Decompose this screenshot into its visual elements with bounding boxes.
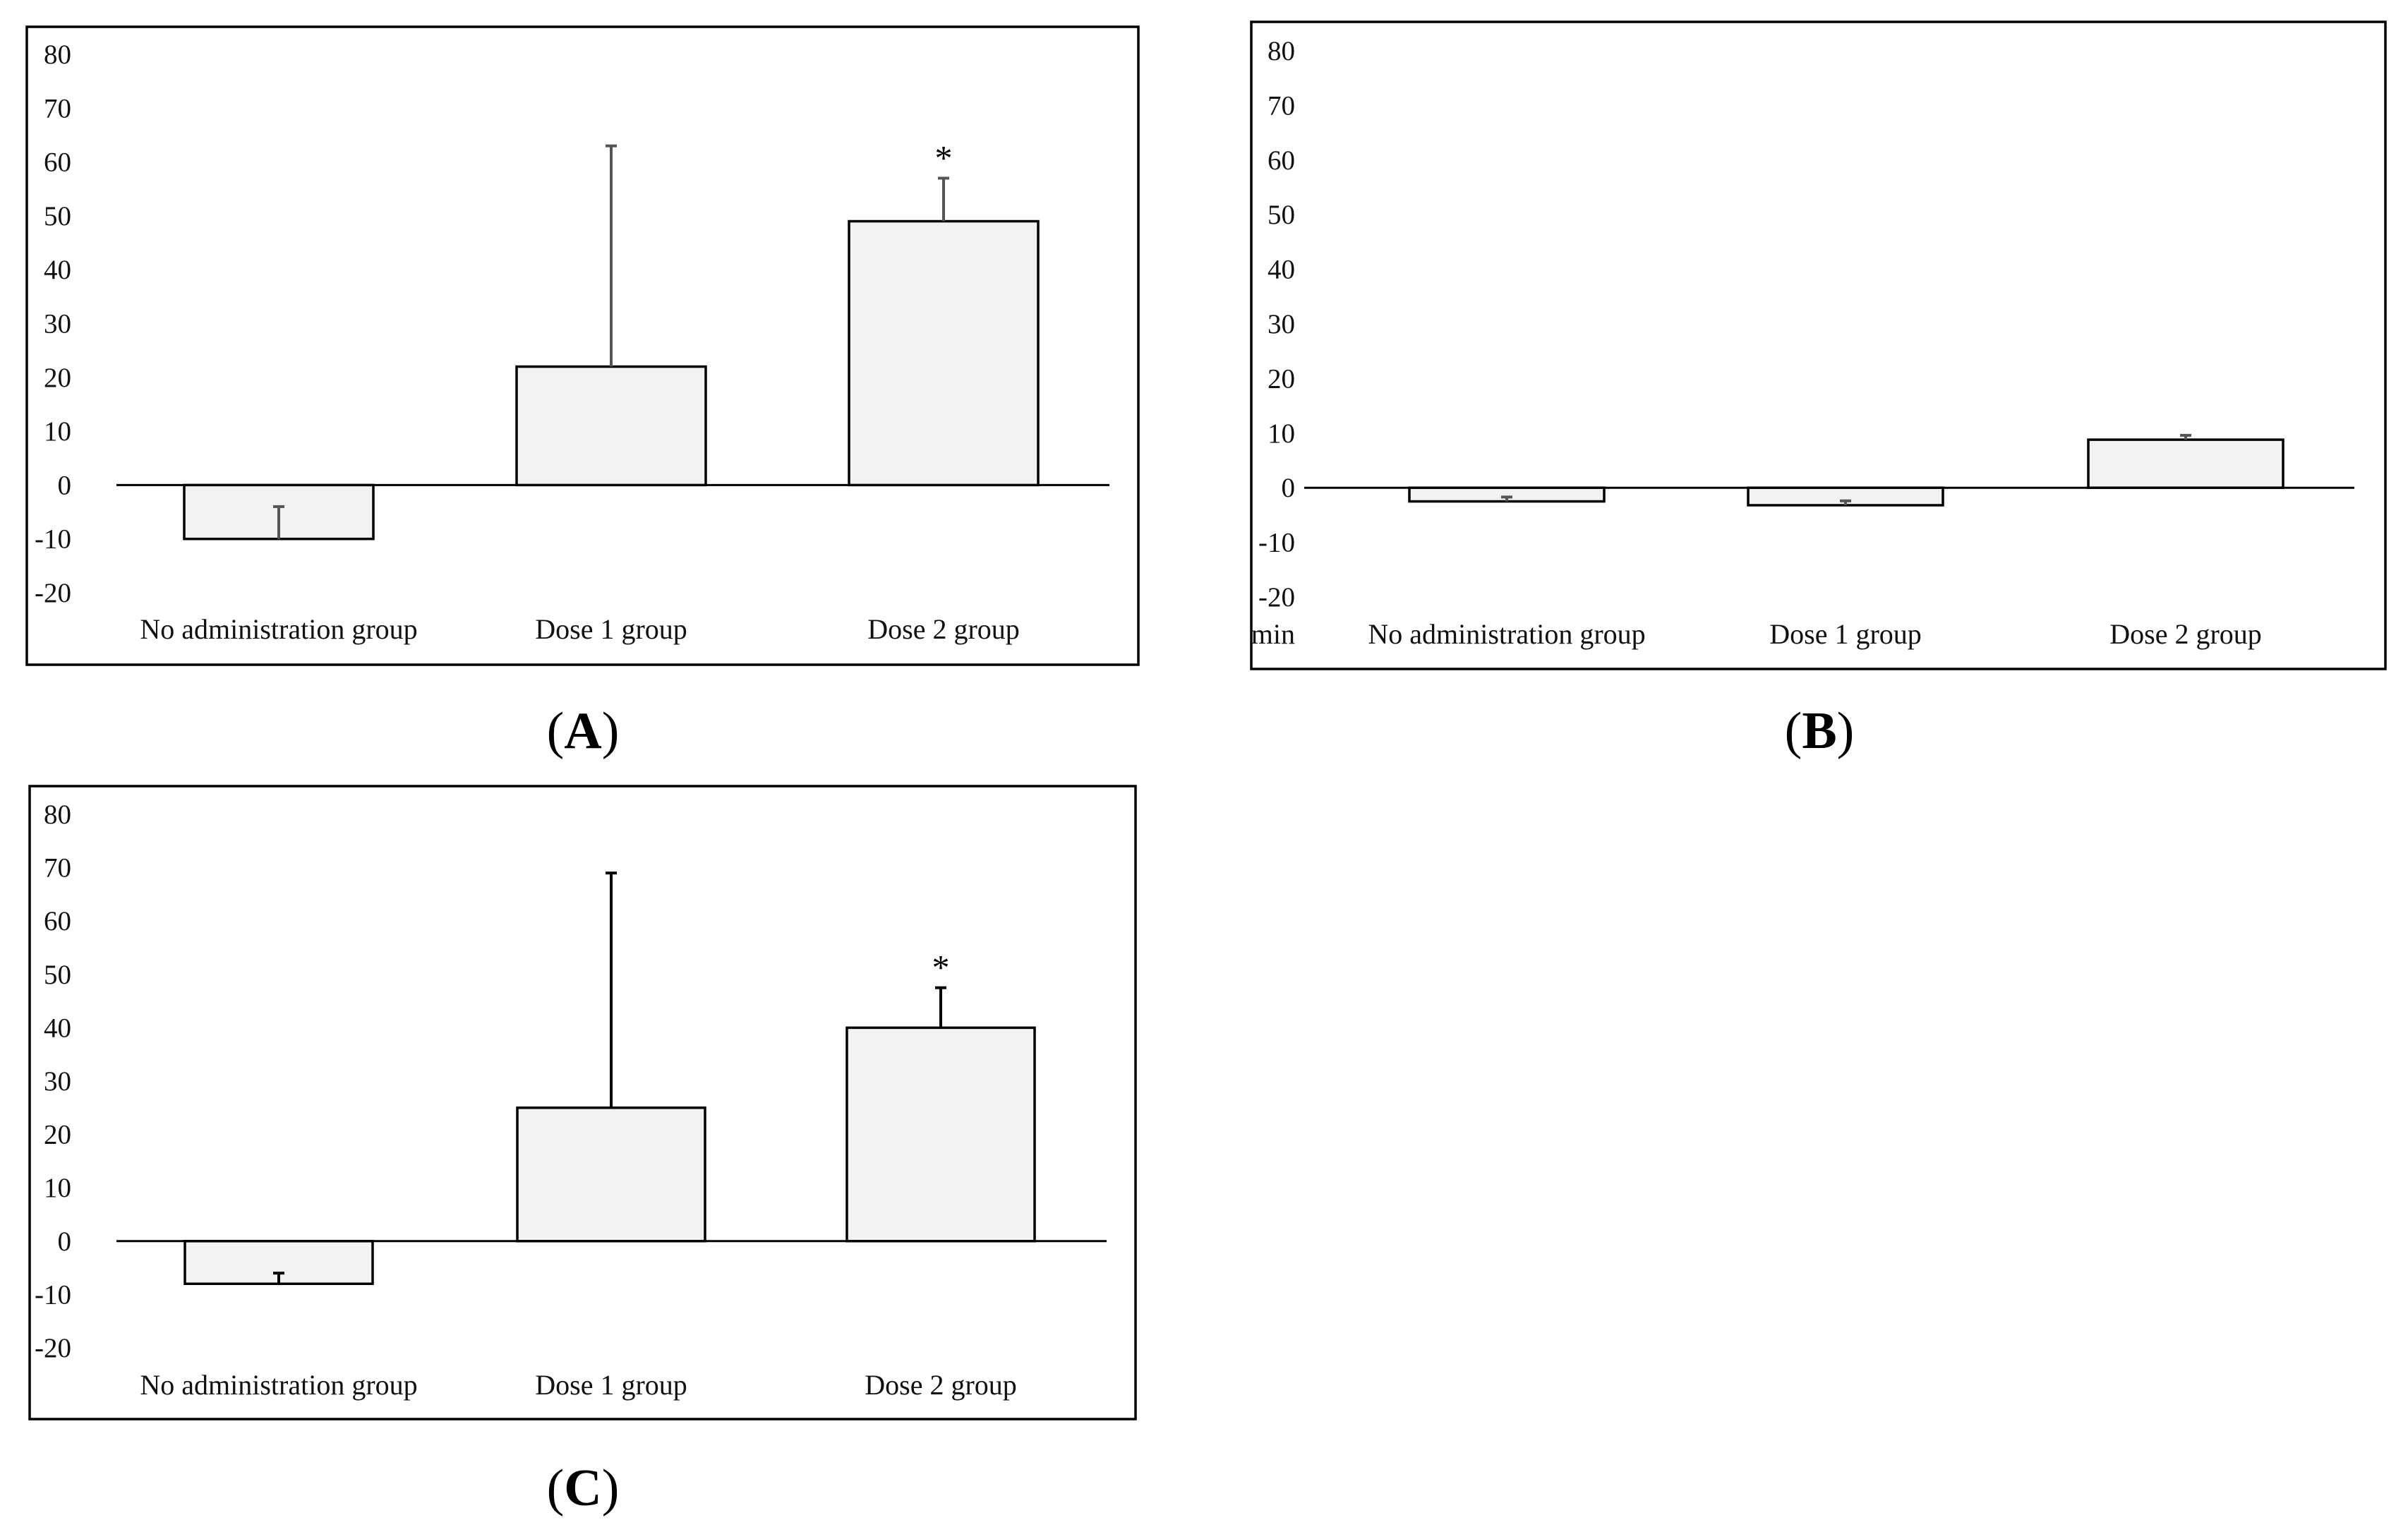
- chart-frame: [28, 785, 1137, 1421]
- error-bar: [606, 871, 617, 1108]
- y-tick-label: 80: [44, 800, 71, 830]
- y-tick-label: 20: [44, 1120, 71, 1150]
- chart-frame: [25, 25, 1140, 666]
- bar: [2087, 438, 2284, 489]
- y-tick-label: 0: [58, 470, 72, 500]
- error-bar: [1501, 495, 1512, 502]
- y-tick-label: 50: [44, 960, 71, 990]
- significance-marker: *: [935, 138, 953, 177]
- panel-label-c: (C): [547, 1459, 620, 1517]
- category-label: No administration group: [1368, 618, 1645, 650]
- y-tick-label: 0: [58, 1226, 72, 1257]
- y-tick-label: -10: [35, 1279, 71, 1310]
- category-label: Dose 1 group: [535, 613, 687, 645]
- error-bar: [938, 176, 949, 222]
- significance-marker: *: [932, 948, 950, 987]
- y-tick-label: 20: [1268, 363, 1295, 394]
- category-label: Dose 2 group: [2109, 618, 2262, 650]
- category-label: No administration group: [140, 1369, 417, 1401]
- y-tick-label: 30: [1268, 309, 1295, 339]
- y-tick-label: 60: [44, 147, 71, 178]
- bar: [515, 365, 707, 487]
- y-tick-label: 10: [44, 416, 71, 447]
- y-tick-label: 30: [44, 309, 71, 339]
- chart-panel-c: 80 70 60 50 40 30 20 10 0 -10 -20 No administration…: [28, 785, 1137, 1421]
- category-label: Dose 2 group: [865, 1369, 1017, 1401]
- y-tick-label: 10: [1268, 418, 1295, 449]
- y-tick-label: 50: [1268, 200, 1295, 230]
- error-bar: [2180, 433, 2191, 440]
- y-tick-label: 70: [44, 853, 71, 883]
- y-tick-label: 70: [44, 93, 71, 123]
- y-tick-label: 40: [44, 1013, 71, 1043]
- bar: [845, 1026, 1036, 1243]
- bar: [848, 219, 1040, 487]
- panel-label-a: (A): [547, 702, 620, 760]
- error-bar: [273, 505, 284, 539]
- y-tick-label: 20: [44, 363, 71, 393]
- chart-panel-a: 80 70 60 50 40 30 20 10 0 -10 -20 No administration…: [25, 25, 1140, 666]
- y-tick-label: 40: [44, 255, 71, 285]
- panel-label-b: (B): [1785, 702, 1855, 760]
- unit-label: min: [1251, 618, 1295, 650]
- y-tick-label: -10: [35, 524, 71, 555]
- y-tick-label: 40: [1268, 255, 1295, 285]
- category-label: Dose 1 group: [1769, 618, 1922, 650]
- y-tick-label: 10: [44, 1173, 71, 1203]
- y-tick-label: -20: [35, 1333, 71, 1363]
- y-tick-label: 50: [44, 201, 71, 231]
- y-tick-label: 0: [1282, 473, 1296, 503]
- y-tick-label: 60: [1268, 145, 1295, 176]
- y-tick-label: 80: [44, 40, 71, 70]
- y-tick-label: -20: [1258, 582, 1295, 613]
- y-tick-label: -20: [35, 578, 71, 608]
- category-label: Dose 1 group: [535, 1369, 687, 1401]
- y-tick-label: -10: [1258, 528, 1295, 558]
- error-bar: [935, 986, 946, 1028]
- chart-frame: [1250, 20, 2387, 670]
- bar: [516, 1106, 706, 1243]
- y-tick-label: 80: [1268, 36, 1295, 66]
- y-tick-label: 60: [44, 906, 71, 936]
- y-tick-label: 30: [44, 1066, 71, 1097]
- category-label: Dose 2 group: [867, 613, 1020, 645]
- category-label: No administration group: [140, 613, 417, 645]
- error-bar: [606, 144, 617, 367]
- chart-panel-b: 80 70 60 50 40 30 20 10 0 -10 -20 No administration…: [1250, 20, 2387, 670]
- error-bar: [273, 1272, 284, 1284]
- y-tick-label: 70: [1268, 90, 1295, 121]
- error-bar: [1840, 499, 1851, 505]
